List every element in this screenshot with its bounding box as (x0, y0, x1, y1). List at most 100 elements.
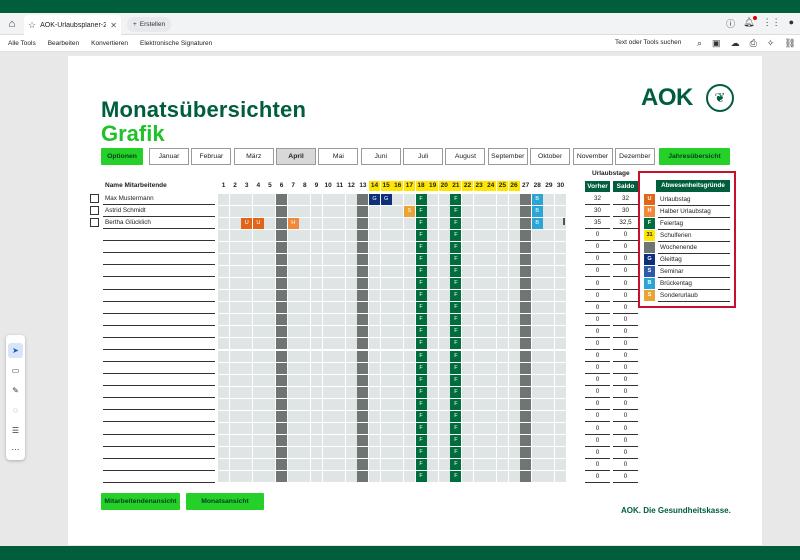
day-cell[interactable] (218, 386, 229, 398)
day-cell[interactable] (508, 302, 520, 314)
day-cell[interactable] (345, 217, 357, 229)
day-cell[interactable] (496, 314, 508, 326)
day-cell[interactable] (543, 350, 555, 362)
day-cell[interactable]: F (415, 290, 427, 302)
day-cell[interactable] (508, 435, 520, 447)
day-cell[interactable] (322, 350, 334, 362)
day-cell[interactable] (276, 205, 288, 217)
day-cell[interactable]: F (415, 447, 427, 459)
day-cell[interactable] (322, 241, 334, 253)
menu-item-signaturen[interactable]: Elektronische Signaturen (140, 39, 213, 47)
day-cell[interactable] (299, 253, 311, 265)
day-cell[interactable] (485, 471, 497, 483)
day-cell[interactable] (496, 205, 508, 217)
day-cell[interactable] (554, 447, 566, 459)
day-cell[interactable] (427, 253, 439, 265)
comment-icon[interactable]: ▭ (11, 366, 20, 375)
employee-name-field[interactable] (103, 326, 215, 338)
day-cell[interactable] (462, 217, 474, 229)
day-cell[interactable] (322, 290, 334, 302)
day-cell[interactable] (322, 374, 334, 386)
row-checkbox[interactable] (90, 194, 99, 203)
day-cell[interactable] (403, 314, 415, 326)
day-cell[interactable] (241, 241, 253, 253)
day-cell[interactable] (496, 471, 508, 483)
day-cell[interactable] (438, 193, 450, 205)
day-cell[interactable] (322, 205, 334, 217)
text-edit-icon[interactable]: ☰ (11, 426, 20, 435)
day-cell[interactable] (241, 253, 253, 265)
day-cell[interactable] (218, 229, 229, 241)
day-cell[interactable] (345, 350, 357, 362)
day-cell[interactable] (287, 471, 299, 483)
employee-name-field[interactable] (103, 253, 215, 266)
day-cell[interactable] (218, 410, 229, 422)
menu-item-konvertieren[interactable]: Konvertieren (91, 39, 129, 47)
day-cell[interactable] (310, 290, 322, 302)
day-cell[interactable] (345, 386, 357, 398)
day-cell[interactable] (543, 326, 555, 338)
day-cell[interactable] (508, 290, 520, 302)
day-cell[interactable]: F (450, 374, 462, 386)
day-cell[interactable] (531, 241, 543, 253)
day-cell[interactable] (403, 193, 415, 205)
day-cell[interactable] (508, 447, 520, 459)
day-cell[interactable] (427, 459, 439, 471)
day-cell[interactable] (357, 447, 369, 459)
row-checkbox[interactable] (90, 206, 99, 216)
day-cell[interactable] (264, 253, 276, 265)
day-cell[interactable] (485, 435, 497, 447)
day-cell[interactable] (310, 193, 322, 205)
day-cell[interactable] (496, 362, 508, 374)
day-cell[interactable] (403, 471, 415, 483)
day-cell[interactable] (403, 265, 415, 277)
day-cell[interactable]: F (450, 241, 462, 253)
vorher-value[interactable]: 0 (585, 278, 610, 290)
day-cell[interactable] (427, 193, 439, 205)
day-cell[interactable] (427, 241, 439, 253)
day-cell[interactable] (520, 314, 532, 326)
day-cell[interactable] (403, 447, 415, 459)
day-cell[interactable] (218, 253, 229, 265)
day-cell[interactable] (392, 362, 404, 374)
day-cell[interactable] (357, 278, 369, 290)
day-cell[interactable] (322, 314, 334, 326)
day-cell[interactable] (380, 241, 392, 253)
day-cell[interactable] (322, 447, 334, 459)
day-cell[interactable] (462, 447, 474, 459)
vorher-value[interactable]: 30 (585, 205, 610, 218)
day-cell[interactable] (427, 435, 439, 447)
day-cell[interactable] (485, 326, 497, 338)
day-cell[interactable] (345, 193, 357, 205)
employee-name-field[interactable]: Bertha Glücklich (103, 217, 215, 230)
day-cell[interactable] (380, 314, 392, 326)
day-cell[interactable] (334, 423, 346, 435)
day-cell[interactable] (264, 241, 276, 253)
day-cell[interactable] (357, 229, 369, 241)
day-cell[interactable] (485, 398, 497, 410)
day-cell[interactable] (520, 362, 532, 374)
month-button-november[interactable]: November (572, 148, 613, 165)
day-cell[interactable] (252, 338, 264, 350)
day-cell[interactable] (403, 278, 415, 290)
day-cell[interactable] (287, 278, 299, 290)
day-cell[interactable] (403, 350, 415, 362)
day-cell[interactable] (229, 471, 241, 483)
day-cell[interactable] (252, 398, 264, 410)
day-cell[interactable]: F (415, 338, 427, 350)
day-cell[interactable] (380, 374, 392, 386)
day-cell[interactable] (508, 205, 520, 217)
day-cell[interactable] (427, 229, 439, 241)
day-cell[interactable] (392, 374, 404, 386)
day-cell[interactable] (218, 278, 229, 290)
day-cell[interactable] (392, 447, 404, 459)
day-cell[interactable] (310, 362, 322, 374)
day-cell[interactable] (485, 241, 497, 253)
day-cell[interactable] (473, 350, 485, 362)
day-cell[interactable] (543, 410, 555, 422)
day-cell[interactable]: F (450, 362, 462, 374)
day-cell[interactable] (229, 314, 241, 326)
day-cell[interactable] (485, 314, 497, 326)
vorher-value[interactable]: 0 (585, 447, 610, 459)
day-cell[interactable] (310, 398, 322, 410)
